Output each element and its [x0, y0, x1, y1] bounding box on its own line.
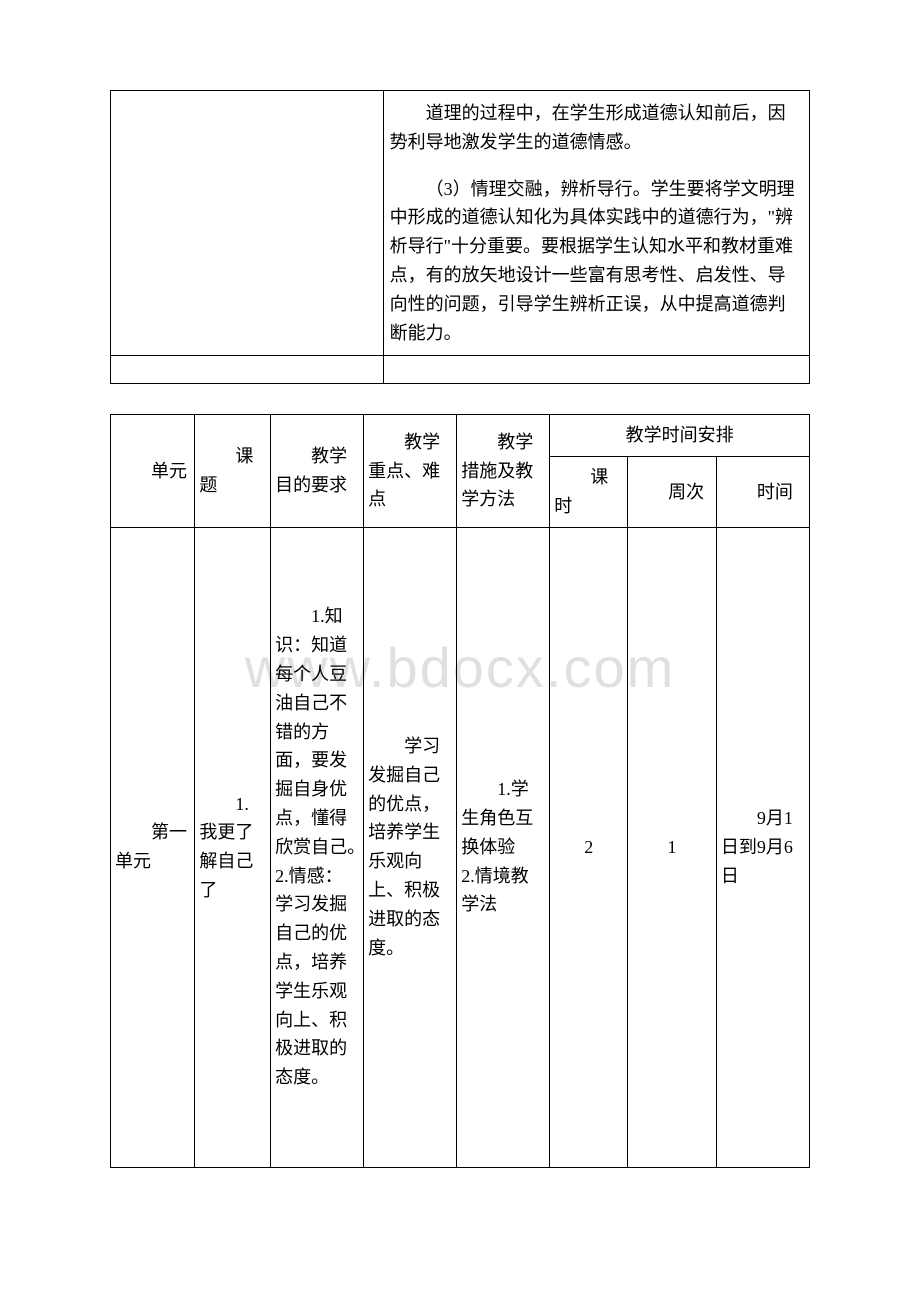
table1-row-main: 道理的过程中，在学生形成道德认知前后，因势利导地激发学生的道德情感。 （3）情理…	[111, 91, 810, 356]
header-unit: 单元	[111, 415, 195, 527]
table1-row-empty	[111, 356, 810, 384]
header-keypoint: 教学重点、难点	[364, 415, 457, 527]
cell-week: 1	[628, 527, 717, 1167]
cell-method: 1.学生角色互换体验 2.情境教学法	[457, 527, 550, 1167]
header-time: 时间	[716, 457, 809, 528]
header-schedule: 教学时间安排	[550, 415, 810, 457]
header-method: 教学措施及教学方法	[457, 415, 550, 527]
cell-keypoint: 学习发掘自己的优点，培养学生乐观向上、积极进取的态度。	[364, 527, 457, 1167]
upper-table: 道理的过程中，在学生形成道德认知前后，因势利导地激发学生的道德情感。 （3）情理…	[110, 90, 810, 384]
header-hours: 课时	[550, 457, 628, 528]
table1-bottom-left	[111, 356, 384, 384]
cell-hours: 2	[550, 527, 628, 1167]
page-container: 道理的过程中，在学生形成道德认知前后，因势利导地激发学生的道德情感。 （3）情理…	[0, 0, 920, 1168]
table1-left-cell	[111, 91, 384, 356]
data-row-1: 第一单元 1.我更了解自己了 1.知识：知道每个人豆油自己不错的方面，要发掘自身…	[111, 527, 810, 1167]
cell-time: 9月1日到9月6日	[716, 527, 809, 1167]
cell-objective: 1.知识：知道每个人豆油自己不错的方面，要发掘自身优点，懂得欣赏自己。 2.情感…	[271, 527, 364, 1167]
schedule-table: 单元 课题 教学目的要求 教学重点、难点 教学措施及教学方法 教学时间安排 课时…	[110, 414, 810, 1167]
table1-right-para2: （3）情理交融，辨析导行。学生要将学文明理中形成的道德认知化为具体实践中的道德行…	[390, 175, 803, 348]
cell-topic: 1.我更了解自己了	[195, 527, 271, 1167]
header-topic: 课题	[195, 415, 271, 527]
header-objective: 教学目的要求	[271, 415, 364, 527]
table1-bottom-right	[383, 356, 809, 384]
table1-right-para1: 道理的过程中，在学生形成道德认知前后，因势利导地激发学生的道德情感。	[390, 99, 803, 157]
cell-unit: 第一单元	[111, 527, 195, 1167]
header-week: 周次	[628, 457, 717, 528]
header-row-1: 单元 课题 教学目的要求 教学重点、难点 教学措施及教学方法 教学时间安排	[111, 415, 810, 457]
table1-right-cell: 道理的过程中，在学生形成道德认知前后，因势利导地激发学生的道德情感。 （3）情理…	[383, 91, 809, 356]
